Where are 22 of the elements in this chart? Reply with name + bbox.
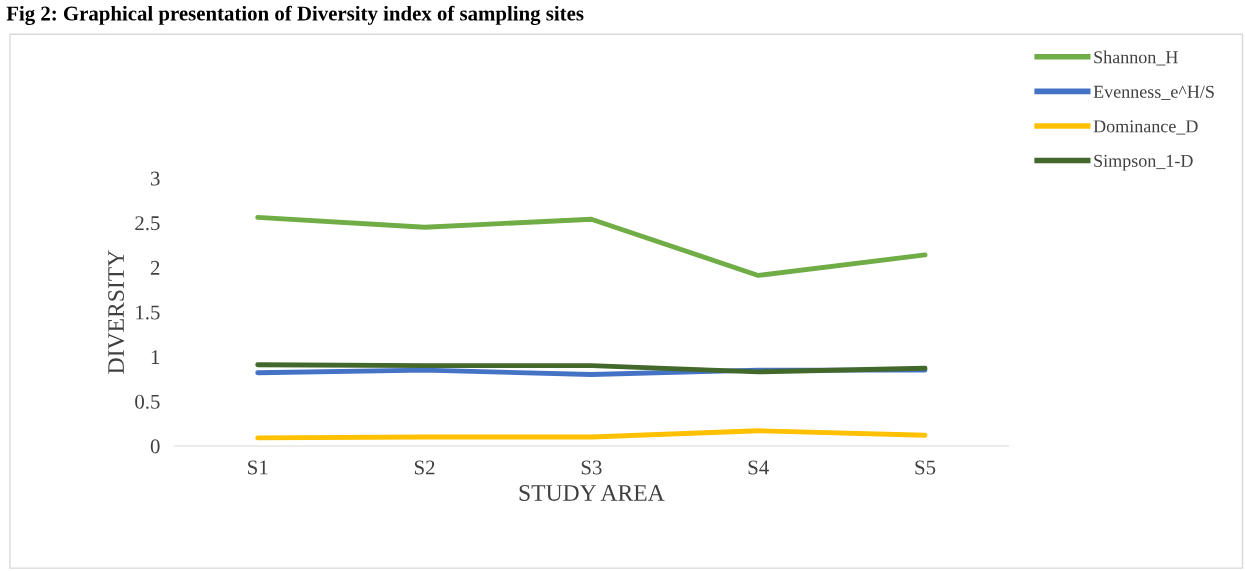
y-tick-label: 0 (150, 439, 160, 454)
x-axis-title: STUDY AREA (519, 485, 665, 501)
y-tick-label: 2.5 (135, 216, 160, 231)
legend-label: Dominance_D (1093, 120, 1198, 135)
line-series (255, 215, 928, 278)
y-tick-label: 1 (151, 350, 160, 364)
y-tick-label: 1.5 (136, 305, 160, 320)
legend-label: Evenness_e^H/S (1093, 85, 1214, 101)
x-tick-label: S1 (248, 460, 268, 475)
y-tick-label: 0.5 (135, 394, 160, 409)
chart-title: Fig 2: Graphical presentation of Diversity index of sampling sites (6, 5, 584, 25)
y-tick-label: 3 (150, 171, 160, 186)
line-series (255, 362, 928, 375)
line-series (255, 428, 928, 441)
x-tick-label: S3 (581, 460, 602, 475)
legend-label: Simpson_1-D (1094, 154, 1193, 171)
x-tick-label: S5 (915, 460, 936, 475)
y-tick-label: 2 (150, 260, 160, 275)
y-axis-title: DIVERSITY (108, 250, 125, 374)
legend-label: Shannon_H (1094, 50, 1178, 66)
x-tick-label: S2 (414, 460, 435, 475)
x-tick-label: S4 (748, 460, 769, 475)
